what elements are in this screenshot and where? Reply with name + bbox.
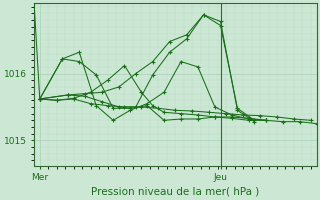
X-axis label: Pression niveau de la mer( hPa ): Pression niveau de la mer( hPa ) <box>91 187 260 197</box>
